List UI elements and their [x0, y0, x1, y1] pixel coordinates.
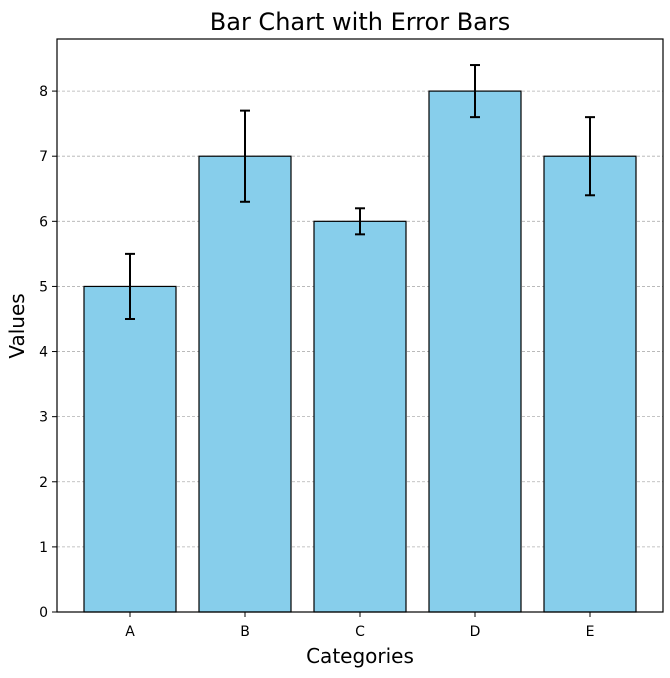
x-tick-label: C	[355, 624, 365, 640]
error-bar-d	[470, 64, 480, 119]
y-tick-label: 6	[39, 214, 48, 230]
bar-b	[198, 155, 292, 613]
bar-c	[313, 220, 407, 613]
error-bar-a	[125, 252, 135, 320]
x-tick-label: D	[470, 624, 481, 640]
y-axis-ticks: 0 1 2 3 4 5 6 7 8	[39, 84, 57, 621]
error-bar-b	[240, 109, 250, 203]
bar-e	[543, 155, 637, 613]
x-tick-label: B	[240, 624, 250, 640]
x-tick-label: A	[125, 624, 135, 640]
y-tick-label: 4	[39, 345, 48, 361]
y-axis-label: Values	[5, 293, 29, 358]
chart-title: Bar Chart with Error Bars	[210, 8, 510, 36]
x-axis-label: Categories	[306, 644, 414, 668]
y-tick-label: 3	[39, 410, 48, 426]
bar-a	[83, 285, 177, 613]
bar-d	[428, 90, 522, 613]
y-tick-label: 7	[39, 149, 48, 165]
y-tick-label: 0	[39, 605, 48, 621]
error-bars	[125, 64, 595, 320]
y-tick-label: 2	[39, 475, 48, 491]
y-tick-label: 5	[39, 279, 48, 295]
error-bar-e	[585, 116, 595, 197]
x-tick-label: E	[586, 624, 595, 640]
y-tick-label: 8	[39, 84, 48, 100]
y-tick-label: 1	[39, 540, 48, 556]
x-axis-ticks: A B C D E	[125, 612, 594, 640]
bars	[83, 90, 637, 613]
error-bar-c	[355, 207, 365, 236]
